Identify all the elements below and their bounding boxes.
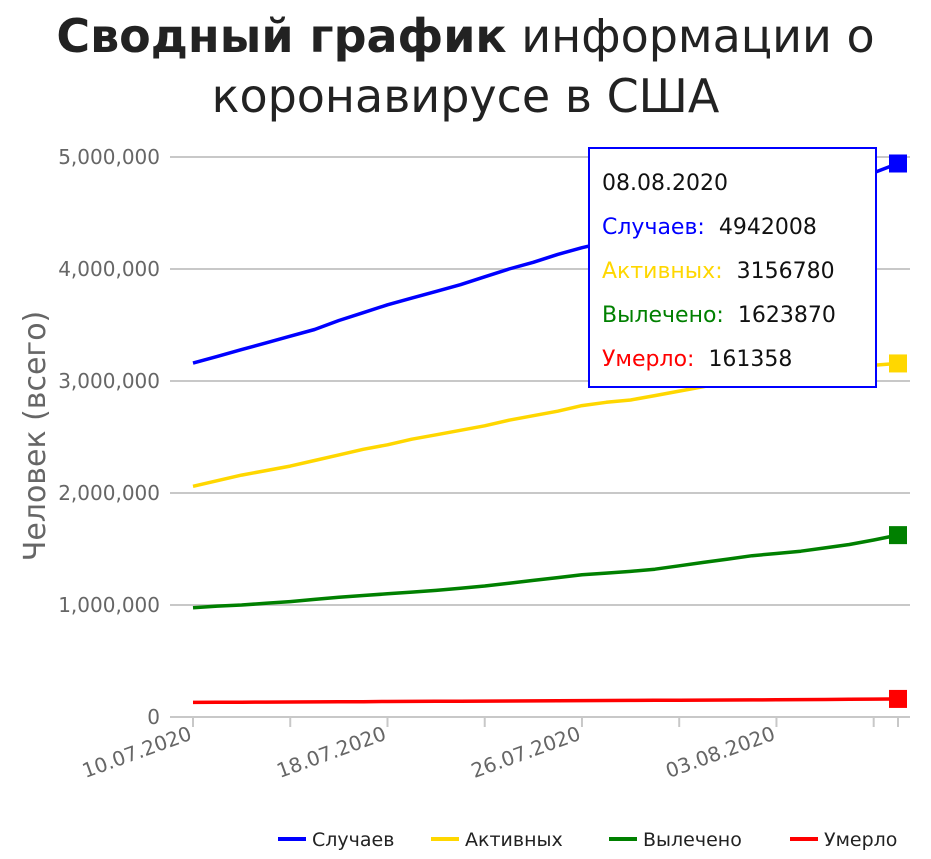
x-tick-label: 03.08.2020 <box>662 721 778 783</box>
tooltip-label: Умерло: <box>602 347 695 372</box>
tooltip-value: 1623870 <box>737 303 836 328</box>
x-tick-label: 10.07.2020 <box>79 721 195 783</box>
tooltip-value: 3156780 <box>736 259 835 284</box>
series-end-marker[interactable] <box>889 689 907 708</box>
tooltip-label: Активных: <box>602 259 723 284</box>
series-line[interactable] <box>192 697 899 705</box>
y-axis-label: Человек (всего) <box>18 311 53 562</box>
y-tick-label: 4,000,000 <box>58 257 160 281</box>
tooltip-row-active: Активных: 3156780 <box>602 255 875 299</box>
series-end-marker[interactable] <box>889 354 907 373</box>
tooltip-row-cases: Случаев: 4942008 <box>602 211 875 255</box>
y-tick-label: 1,000,000 <box>58 593 160 617</box>
x-tick-label: 26.07.2020 <box>468 721 584 783</box>
tooltip-label: Вылечено: <box>602 303 724 328</box>
legend-item[interactable]: Вылечено <box>643 829 742 851</box>
hover-tooltip: 08.08.2020 Случаев: 4942008 Активных: 3156… <box>588 147 877 388</box>
y-axis-ticks: 0 1,000,000 2,000,000 3,000,000 4,000,000 5,0… <box>58 145 160 729</box>
chart-title-rest: информации о коронавирусе в США <box>211 9 875 123</box>
tooltip-value: 161358 <box>708 347 793 372</box>
y-tick-label: 3,000,000 <box>58 369 160 393</box>
tooltip-date: 08.08.2020 <box>602 171 728 196</box>
y-tick-label: 2,000,000 <box>58 481 160 505</box>
tooltip-label: Случаев: <box>602 215 705 240</box>
legend-item[interactable]: Активных <box>465 829 563 851</box>
legend-item[interactable]: Умерло <box>824 829 897 851</box>
tooltip-row-deaths: Умерло: 161358 <box>602 343 875 387</box>
series-end-marker[interactable] <box>889 526 907 545</box>
y-tick-label: 0 <box>147 705 160 729</box>
tooltip-row-recovered: Вылечено: 1623870 <box>602 299 875 343</box>
tooltip-value: 4942008 <box>718 215 817 240</box>
legend[interactable]: Случаев Активных Вылечено Умерло <box>278 829 897 851</box>
series-end-marker[interactable] <box>889 154 907 173</box>
y-tick-label: 5,000,000 <box>58 145 160 169</box>
legend-item[interactable]: Случаев <box>312 829 394 851</box>
x-axis-ticks: 10.07.2020 18.07.2020 26.07.2020 03.08.2020 <box>79 716 910 783</box>
series-line[interactable] <box>192 533 899 610</box>
x-tick-label: 18.07.2020 <box>273 721 389 783</box>
chart-title: Сводный график информации о коронавирусе… <box>0 6 931 126</box>
chart-title-bold: Сводный график <box>56 9 507 63</box>
